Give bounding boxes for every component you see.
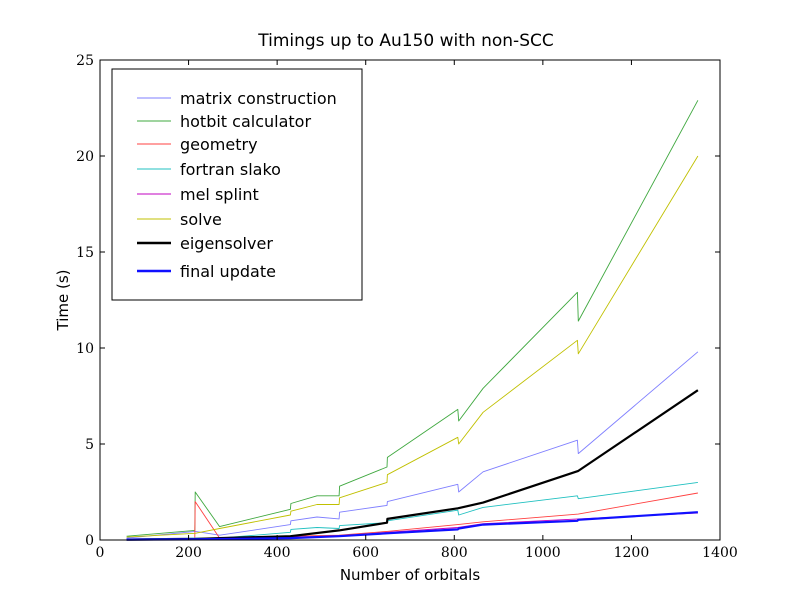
legend-label-matrix-construction: matrix construction: [180, 89, 337, 108]
legend-label-solve: solve: [180, 210, 222, 229]
series-line-final-update: [126, 511, 698, 541]
x-tick-label: 200: [175, 545, 202, 561]
legend-box: [111, 68, 363, 301]
legend-label-fortran-slako: fortran slako: [180, 160, 281, 179]
x-tick-label: 0: [96, 545, 105, 561]
legend-label-eigensolver: eigensolver: [180, 234, 273, 253]
legend-label-geometry: geometry: [180, 135, 258, 154]
y-tick-label: 0: [85, 533, 94, 549]
x-tick-label: 1200: [614, 545, 650, 561]
chart-title: Timings up to Au150 with non-SCC: [257, 31, 553, 51]
y-tick-label: 20: [76, 149, 94, 165]
x-axis-label: Number of orbitals: [340, 566, 481, 584]
legend-label-hotbit-calculator: hotbit calculator: [180, 112, 311, 131]
y-tick-label: 25: [76, 53, 94, 69]
series-line-fortran-slako: [126, 481, 698, 540]
legend-label-final-update: final update: [180, 262, 276, 281]
series-layer: [126, 100, 699, 541]
legend: matrix construction hotbit calculator geom…: [111, 68, 363, 301]
y-tick-label: 15: [76, 245, 94, 261]
y-axis-label: Time (s): [54, 270, 72, 332]
series-line-solve: [126, 155, 699, 538]
ticks-layer: 0 200 400 600 800 1000 1200 1400 0 5 10 15 20 25: [76, 53, 738, 561]
x-tick-label: 1000: [525, 545, 561, 561]
x-tick-label: 1400: [702, 545, 738, 561]
x-tick-label: 400: [264, 545, 291, 561]
plot-frame: [99, 59, 721, 541]
y-tick-label: 5: [85, 437, 94, 453]
legend-label-mel-splint: mel splint: [180, 185, 259, 204]
y-tick-label: 10: [76, 341, 94, 357]
x-tick-label: 800: [441, 545, 468, 561]
series-line-matrix-construction: [126, 351, 699, 539]
x-tick-label: 600: [352, 545, 379, 561]
series-line-hotbit-calculator: [126, 100, 699, 537]
